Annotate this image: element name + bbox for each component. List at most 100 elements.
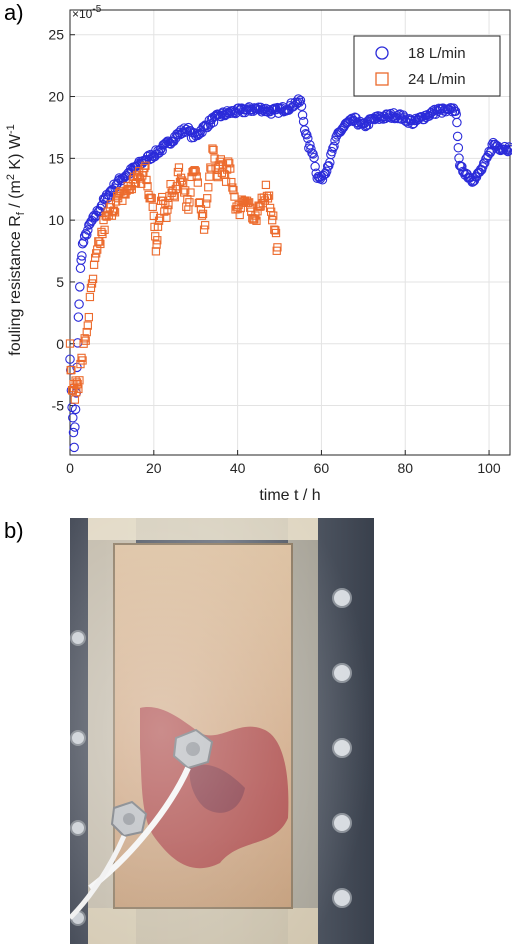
data-point-24-lmin bbox=[254, 201, 263, 210]
legend-label: 18 L/min bbox=[408, 45, 466, 62]
data-point-18-lmin bbox=[297, 110, 308, 120]
data-point-18-lmin bbox=[336, 125, 347, 136]
data-point-24-lmin bbox=[75, 376, 84, 385]
data-point-24-lmin bbox=[162, 213, 171, 223]
data-point-18-lmin bbox=[114, 173, 124, 183]
data-point-18-lmin bbox=[452, 131, 463, 142]
data-point-18-lmin bbox=[142, 151, 153, 162]
data-point-24-lmin bbox=[271, 226, 280, 235]
data-point-24-lmin bbox=[153, 222, 163, 231]
data-point-18-lmin bbox=[457, 161, 467, 172]
data-point-18-lmin bbox=[452, 117, 462, 128]
legend-marker-square bbox=[375, 72, 389, 86]
data-point-18-lmin bbox=[299, 125, 310, 135]
data-point-24-lmin bbox=[109, 206, 119, 215]
data-point-24-lmin bbox=[90, 253, 100, 263]
data-point-24-lmin bbox=[208, 144, 217, 153]
data-point-18-lmin bbox=[453, 143, 464, 153]
data-point-18-lmin bbox=[505, 144, 512, 155]
data-point-24-lmin bbox=[251, 211, 260, 220]
data-point-18-lmin bbox=[306, 144, 316, 154]
data-point-24-lmin bbox=[197, 211, 207, 220]
data-point-24-lmin bbox=[258, 199, 267, 208]
data-point-24-lmin bbox=[190, 166, 199, 175]
data-point-24-lmin bbox=[209, 145, 218, 155]
data-point-24-lmin bbox=[85, 292, 95, 302]
data-point-24-lmin bbox=[268, 216, 277, 225]
y-axis-exponent: ×10-5 bbox=[72, 4, 102, 21]
chart-marks bbox=[65, 94, 512, 453]
legend-label: 24 L/min bbox=[408, 71, 466, 88]
data-point-24-lmin bbox=[264, 191, 274, 200]
data-point-18-lmin bbox=[68, 412, 78, 423]
data-point-18-lmin bbox=[295, 95, 306, 106]
data-point-18-lmin bbox=[308, 149, 318, 159]
data-point-18-lmin bbox=[74, 299, 84, 309]
data-point-24-lmin bbox=[148, 202, 157, 211]
data-point-24-lmin bbox=[218, 160, 228, 169]
data-point-24-lmin bbox=[269, 211, 278, 220]
data-point-24-lmin bbox=[86, 283, 96, 293]
data-point-24-lmin bbox=[191, 167, 200, 176]
data-point-18-lmin bbox=[501, 144, 511, 155]
data-point-18-lmin bbox=[329, 141, 339, 152]
data-point-24-lmin bbox=[181, 186, 190, 195]
data-point-24-lmin bbox=[193, 178, 202, 187]
data-point-18-lmin bbox=[194, 129, 204, 140]
data-point-24-lmin bbox=[163, 205, 172, 214]
data-point-24-lmin bbox=[98, 229, 107, 239]
data-point-24-lmin bbox=[186, 188, 195, 197]
heat-exchanger-plate-photo bbox=[70, 518, 374, 944]
y-tick-label: 10 bbox=[48, 212, 64, 228]
data-point-24-lmin bbox=[196, 205, 206, 214]
data-point-24-lmin bbox=[110, 208, 120, 217]
data-point-24-lmin bbox=[155, 213, 165, 223]
data-point-24-lmin bbox=[200, 221, 210, 230]
data-point-24-lmin bbox=[96, 239, 105, 249]
data-point-24-lmin bbox=[67, 386, 77, 395]
y-tick-label: 20 bbox=[48, 89, 64, 105]
data-point-24-lmin bbox=[100, 225, 109, 234]
data-point-18-lmin bbox=[70, 404, 81, 415]
data-point-18-lmin bbox=[482, 152, 492, 163]
data-point-18-lmin bbox=[300, 128, 311, 139]
data-point-24-lmin bbox=[74, 384, 83, 394]
chart-legend: 18 L/min 24 L/min bbox=[353, 35, 501, 97]
data-point-24-lmin bbox=[65, 339, 75, 348]
y-tick-label: 25 bbox=[48, 27, 64, 43]
data-point-18-lmin bbox=[504, 142, 512, 152]
data-point-24-lmin bbox=[263, 194, 273, 203]
panel-label-a: a) bbox=[4, 0, 24, 25]
data-point-24-lmin bbox=[82, 327, 91, 337]
glass-glare bbox=[70, 518, 374, 944]
data-point-24-lmin bbox=[88, 274, 98, 284]
data-point-18-lmin bbox=[82, 230, 92, 240]
y-tick-label: -5 bbox=[52, 398, 65, 414]
data-point-18-lmin bbox=[77, 251, 87, 261]
x-tick-label: 100 bbox=[477, 460, 501, 476]
data-point-24-lmin bbox=[147, 194, 156, 203]
data-point-18-lmin bbox=[303, 133, 313, 144]
data-point-24-lmin bbox=[67, 365, 76, 375]
chart-axes bbox=[69, 9, 511, 456]
data-point-24-lmin bbox=[273, 243, 282, 252]
x-tick-label: 20 bbox=[146, 460, 162, 476]
data-point-24-lmin bbox=[226, 164, 235, 173]
data-point-18-lmin bbox=[317, 175, 328, 185]
data-point-24-lmin bbox=[72, 378, 82, 387]
data-point-24-lmin bbox=[198, 209, 208, 219]
data-point-18-lmin bbox=[302, 130, 312, 140]
data-point-18-lmin bbox=[403, 118, 414, 128]
data-point-18-lmin bbox=[70, 422, 80, 432]
data-point-18-lmin bbox=[69, 442, 79, 453]
data-point-24-lmin bbox=[102, 212, 111, 221]
data-point-18-lmin bbox=[503, 146, 512, 157]
data-point-24-lmin bbox=[80, 334, 89, 343]
data-point-18-lmin bbox=[426, 107, 437, 118]
data-point-24-lmin bbox=[199, 225, 209, 234]
y-tick-label: 0 bbox=[56, 336, 64, 352]
data-point-24-lmin bbox=[87, 279, 97, 288]
panel-label-b: b) bbox=[4, 518, 24, 543]
data-point-24-lmin bbox=[228, 183, 237, 192]
legend-box bbox=[353, 35, 501, 97]
